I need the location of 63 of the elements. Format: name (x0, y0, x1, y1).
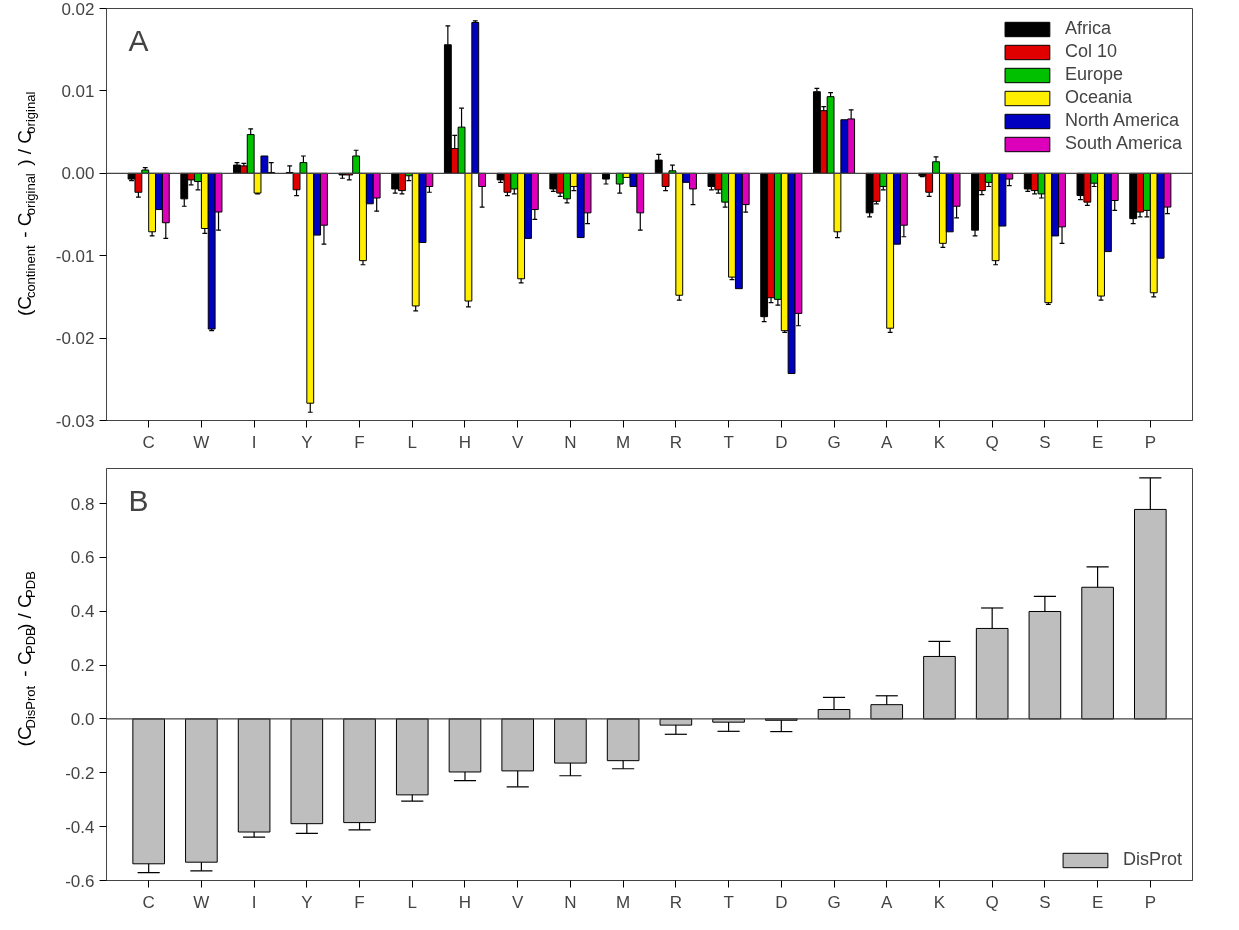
x-tick-label: P (1144, 432, 1156, 452)
x-tick-label: G (827, 432, 841, 452)
y-tick-label: 0.02 (61, 0, 95, 19)
legend-label: Oceania (1064, 87, 1132, 108)
x-tick-label: C (142, 432, 155, 452)
x-tick-label: F (354, 892, 365, 912)
annotation: A (128, 23, 149, 57)
x-tick-label: T (723, 432, 734, 452)
legend-label: DisProt (1122, 849, 1182, 870)
x-tick-label: C (142, 892, 155, 912)
x-tick-label: R (669, 892, 682, 912)
y-tick-label: 0.4 (70, 602, 95, 622)
legend-label: North America (1064, 110, 1179, 131)
y-tick-label: -0.6 (65, 871, 95, 891)
y-tick-label: 0.0 (70, 709, 95, 729)
x-tick-label: E (1091, 432, 1104, 452)
y-tick-label: 0.6 (70, 548, 95, 568)
x-tick-label: W (193, 892, 210, 912)
y-tick-label: 0.8 (70, 494, 95, 514)
legend-label: Col 10 (1064, 41, 1117, 62)
y-tick-label: -0.01 (55, 246, 95, 266)
x-tick-label: T (723, 892, 734, 912)
x-tick-label: A (881, 432, 894, 452)
x-tick-label: E (1091, 892, 1104, 912)
y-tick-label: 0.2 (70, 656, 95, 676)
x-tick-label: L (407, 432, 418, 452)
x-tick-label: Y (301, 892, 313, 912)
y-tick-label: 0.01 (61, 81, 95, 101)
x-tick-label: G (827, 892, 841, 912)
x-tick-label: K (933, 432, 946, 452)
x-tick-label: K (933, 892, 946, 912)
annotation: B (128, 483, 149, 517)
legend-label: Africa (1064, 18, 1111, 39)
x-tick-label: S (1039, 432, 1051, 452)
x-tick-label: P (1144, 892, 1156, 912)
x-tick-label: M (616, 432, 631, 452)
y-tick-label: -0.02 (55, 329, 95, 349)
x-tick-label: M (616, 892, 631, 912)
x-tick-label: W (193, 432, 210, 452)
x-tick-label: V (512, 892, 525, 912)
x-tick-label: Q (985, 892, 999, 912)
x-tick-label: A (881, 892, 894, 912)
x-tick-label: H (458, 892, 472, 912)
x-tick-label: H (458, 432, 472, 452)
x-tick-label: V (512, 432, 525, 452)
y-tick-label: -0.4 (65, 817, 95, 837)
x-tick-label: Y (301, 432, 313, 452)
y-tick-label: -0.2 (65, 763, 95, 783)
x-tick-label: I (251, 432, 257, 452)
y-tick-label: 0.00 (61, 164, 95, 184)
x-tick-label: R (669, 432, 682, 452)
x-tick-label: D (775, 892, 788, 912)
legend-label: Europe (1064, 64, 1123, 85)
x-tick-label: S (1039, 892, 1051, 912)
legend-label: South America (1064, 133, 1182, 154)
x-tick-label: Q (985, 432, 999, 452)
x-tick-label: N (564, 892, 577, 912)
x-tick-label: L (407, 892, 418, 912)
x-tick-label: I (251, 892, 257, 912)
x-tick-label: N (564, 432, 577, 452)
x-tick-label: D (775, 432, 788, 452)
y-tick-label: -0.03 (55, 411, 95, 431)
x-tick-label: F (354, 432, 365, 452)
